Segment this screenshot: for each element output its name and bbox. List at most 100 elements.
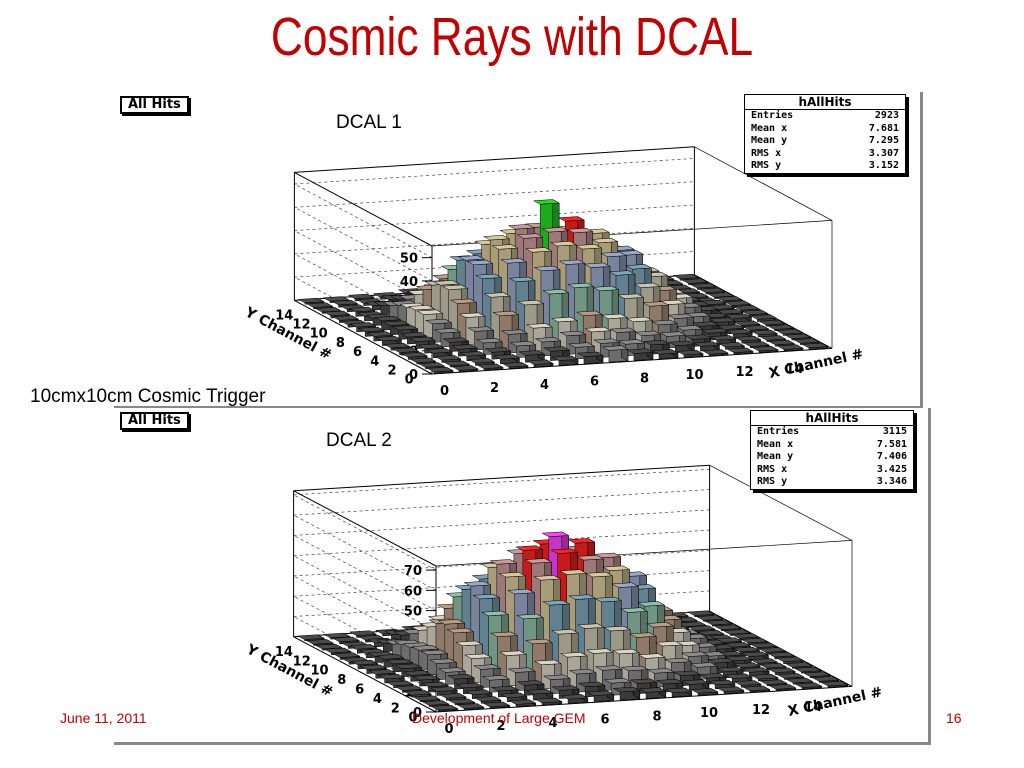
z-tick-label: 0	[413, 706, 422, 721]
y-tick-label: 2	[391, 701, 400, 716]
y-tick-label: 10	[310, 327, 328, 342]
bar	[768, 684, 797, 691]
y-tick-label: 14	[275, 308, 293, 323]
bar	[785, 677, 814, 685]
bar	[447, 698, 476, 706]
x-tick-label: 8	[640, 371, 649, 386]
bar	[802, 671, 831, 679]
footer-date: June 11, 2011	[60, 710, 147, 726]
bar	[664, 687, 693, 698]
x-tick-label: 4	[540, 378, 549, 393]
stats-row: RMS y 3.152	[751, 160, 899, 171]
histogram-tag[interactable]: All Hits	[120, 96, 189, 114]
bar	[305, 639, 335, 646]
bar	[526, 359, 554, 368]
bar	[400, 351, 429, 360]
bar	[776, 344, 804, 352]
bar	[792, 338, 821, 345]
bar	[676, 349, 704, 358]
bar	[525, 688, 554, 701]
bar	[784, 662, 814, 669]
stats-row: Entries 3115	[757, 426, 907, 437]
z-tick-label: 40	[400, 275, 418, 290]
y-tick-label: 2	[387, 364, 396, 379]
slide-title: Cosmic Rays with DCAL	[270, 7, 754, 67]
bar	[820, 680, 849, 688]
z-tick-label: 50	[400, 252, 418, 267]
bar	[775, 656, 805, 665]
stats-row: Mean y 7.406	[757, 451, 907, 462]
bar	[794, 682, 823, 690]
stats-title: hAllHits	[751, 411, 913, 426]
stats-row: RMS x 3.425	[757, 463, 907, 475]
bar	[651, 349, 679, 360]
bar	[759, 335, 787, 342]
x-tick-label: 2	[490, 381, 499, 396]
bar	[612, 686, 641, 701]
x-tick-label: 0	[444, 722, 453, 737]
bar	[734, 335, 762, 344]
bar	[412, 695, 441, 703]
stats-title: hAllHits	[745, 95, 905, 110]
bar	[742, 685, 771, 693]
bar	[704, 619, 734, 627]
bar	[409, 357, 437, 365]
bar	[767, 339, 796, 347]
x-tick-label: 12	[752, 703, 770, 718]
stats-row: Mean x 7.581	[757, 438, 907, 450]
stats-row: Mean y 7.295	[751, 135, 899, 146]
bar	[534, 697, 563, 706]
bar	[296, 634, 326, 642]
stats-row: RMS x 3.307	[751, 147, 899, 159]
bar	[467, 357, 496, 366]
bar	[758, 319, 786, 327]
bar	[638, 687, 667, 699]
stats-row: Entries 2923	[751, 110, 899, 121]
bars	[296, 531, 849, 712]
x-tick-label: 2	[496, 719, 505, 734]
z-tick-label: 60	[404, 584, 422, 599]
y-tick-label: 12	[293, 654, 311, 669]
bar	[456, 703, 485, 710]
bar	[811, 676, 840, 683]
x-tick-label: 4	[548, 716, 557, 731]
bar	[784, 333, 812, 341]
z-tick-label: 0	[409, 368, 418, 383]
bar	[476, 363, 504, 371]
z-tick-label: 70	[404, 564, 422, 579]
bar	[492, 354, 521, 365]
bar	[601, 345, 629, 363]
y-tick-label: 0	[405, 373, 414, 388]
x-tick-label: 10	[700, 706, 718, 721]
bar	[297, 297, 325, 305]
z-tick-label: 50	[404, 605, 422, 620]
bar	[576, 351, 604, 364]
bar	[473, 696, 502, 704]
y-tick-label: 6	[355, 682, 364, 697]
bar	[751, 345, 779, 353]
x-tick-label: 0	[440, 384, 449, 399]
bar	[692, 341, 721, 352]
y-tick-label: 4	[370, 354, 379, 369]
chart-title-dcal1: DCAL 1	[336, 112, 402, 133]
x-tick-label: 12	[735, 365, 753, 380]
x-tick-label: 10	[685, 368, 703, 383]
x-tick-label: 6	[590, 375, 599, 390]
bar	[560, 693, 589, 704]
bar	[586, 690, 615, 702]
y-tick-label: 10	[310, 664, 328, 679]
bar	[508, 699, 537, 707]
x-tick-label: 14	[804, 700, 822, 715]
histogram-panel-dcal2: 01020304050607002468101214X Channel #024…	[114, 408, 931, 745]
bar	[421, 700, 450, 707]
bar	[626, 348, 654, 361]
bar	[695, 615, 725, 622]
y-tick-label: 8	[336, 336, 345, 351]
bar	[741, 309, 769, 318]
y-tick-label: 6	[353, 345, 362, 360]
bar	[426, 366, 454, 374]
y-tick-label: 12	[292, 318, 310, 333]
histogram-tag[interactable]: All Hits	[120, 412, 189, 430]
